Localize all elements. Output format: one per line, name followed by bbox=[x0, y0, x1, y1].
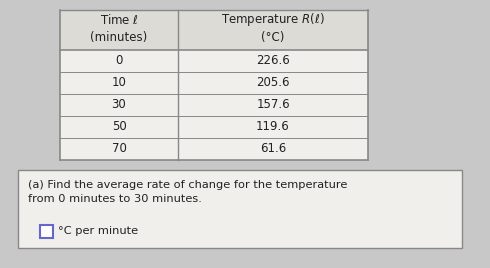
Bar bbox=[40, 225, 53, 238]
Text: (°C): (°C) bbox=[261, 32, 285, 44]
Bar bbox=[60, 10, 368, 50]
Bar bbox=[60, 138, 368, 160]
Text: 61.6: 61.6 bbox=[260, 143, 286, 155]
Bar bbox=[18, 170, 462, 248]
Text: 50: 50 bbox=[112, 121, 126, 133]
Text: Time $\ell$
(minutes): Time $\ell$ (minutes) bbox=[90, 13, 147, 43]
Text: 10: 10 bbox=[112, 76, 126, 90]
Text: 0: 0 bbox=[115, 54, 122, 68]
Text: 226.6: 226.6 bbox=[256, 54, 290, 68]
Bar bbox=[60, 50, 368, 72]
Text: °C per minute: °C per minute bbox=[58, 226, 138, 236]
Bar bbox=[60, 116, 368, 138]
Text: Temperature $R$($\ell$): Temperature $R$($\ell$) bbox=[221, 12, 325, 28]
Text: (a) Find the average rate of change for the temperature: (a) Find the average rate of change for … bbox=[28, 180, 347, 190]
Text: 70: 70 bbox=[112, 143, 126, 155]
Text: 205.6: 205.6 bbox=[256, 76, 290, 90]
Bar bbox=[60, 72, 368, 94]
Text: 157.6: 157.6 bbox=[256, 99, 290, 111]
Bar bbox=[60, 94, 368, 116]
Text: 30: 30 bbox=[112, 99, 126, 111]
Bar bbox=[60, 10, 368, 160]
Text: 119.6: 119.6 bbox=[256, 121, 290, 133]
Text: from 0 minutes to 30 minutes.: from 0 minutes to 30 minutes. bbox=[28, 194, 202, 204]
